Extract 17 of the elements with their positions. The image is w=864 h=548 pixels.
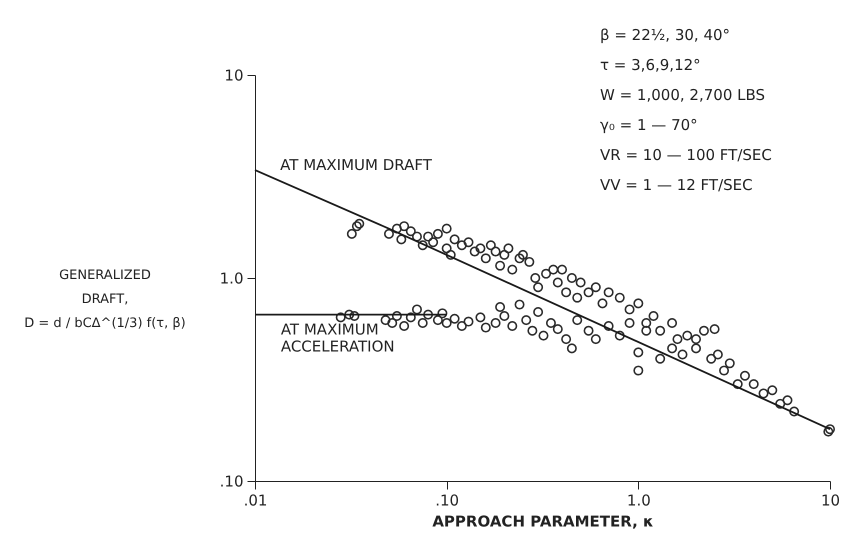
text: τ = 3,6,9,12° (600, 56, 701, 74)
annotation: AT MAXIMUM ACCELERATION (280, 320, 395, 356)
y-tick-label: .10 (220, 472, 244, 490)
x-tick-label: .10 (435, 492, 460, 510)
y-axis-title: GENERALIZED DRAFT, D = d / bCΔ^(1/3) f(τ, β) (24, 268, 186, 331)
x-tick-label: .01 (244, 492, 268, 510)
annotation: AT MAXIMUM DRAFT (280, 156, 433, 174)
annotation: VV = 1 — 12 FT/SEC (600, 176, 753, 194)
y-tick-label: 1.0 (220, 270, 244, 288)
annotation: VR = 10 — 100 FT/SEC (600, 146, 772, 164)
y-tick-label: 10 (224, 66, 244, 84)
x-tick-label: 1.0 (626, 492, 651, 510)
x-axis-title: APPROACH PARAMETER, κ (432, 512, 654, 530)
x-tick-label: 10 (820, 492, 840, 510)
annotation: W = 1,000, 2,700 LBS (600, 86, 766, 104)
text: β = 22½, 30, 40° (600, 26, 730, 44)
annotation: γ₀ = 1 — 70° (600, 116, 698, 134)
